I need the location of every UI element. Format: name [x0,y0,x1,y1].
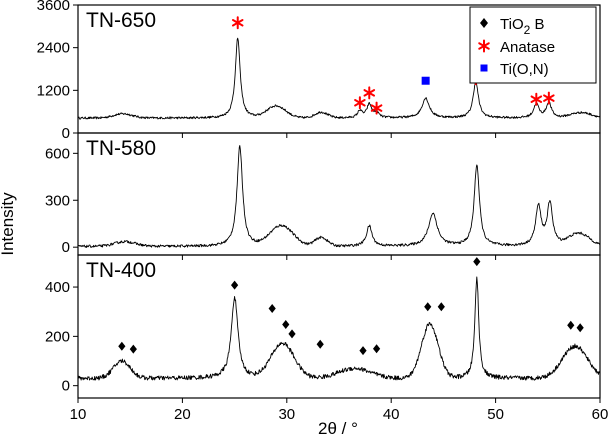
legend-entry-1: Anatase [478,39,555,56]
panel-label-tn-400: TN-400 [86,259,156,282]
legend-square-icon [480,64,488,72]
marker-asterisk-tn-650-1 [354,96,366,110]
marker-diamond-tn-400-4 [282,320,290,330]
y-tick-label: 0 [62,239,70,256]
panel-label-tn-580: TN-580 [86,137,156,160]
panel-tn-400: 0 200 400 10 20 30 40 50 60 TN-400 [45,254,609,423]
marker-diamond-tn-400-3 [268,304,276,314]
legend-asterisk-icon [478,39,490,53]
x-tick-label: 50 [487,406,504,423]
x-tick-label: 40 [383,406,400,423]
marker-diamond-tn-400-13 [576,323,584,333]
y-tick-label: 600 [45,145,70,162]
legend-subscript: 2 [524,23,531,37]
y-tick-label: 3600 [37,0,70,14]
marker-diamond-tn-400-12 [567,320,575,330]
panel-label-tn-650: TN-650 [86,9,156,32]
x-tick-label: 60 [592,406,609,423]
y-tick-label: 400 [45,279,70,296]
x-tick-label: 10 [70,406,87,423]
y-tick-label: 0 [62,378,70,395]
marker-diamond-tn-400-11 [473,257,481,267]
marker-diamond-tn-400-0 [118,341,126,351]
marker-diamond-tn-400-6 [316,339,324,349]
y-tick-label: 2400 [37,40,70,57]
marker-square-tn-650-4 [421,76,430,85]
marker-diamond-tn-400-5 [288,329,296,339]
x-tick-label: 20 [174,406,191,423]
marker-asterisk-tn-650-0 [231,16,244,30]
marker-diamond-tn-400-10 [437,302,445,312]
legend-entry-0: TiO2 B [480,16,544,37]
legend-entry-2: Ti(O,N) [480,61,549,78]
marker-asterisk-tn-650-2 [363,86,376,100]
legend-tail: B [530,16,544,33]
legend-label: TiO2 B [500,16,544,37]
panel-frame [77,132,601,256]
marker-asterisk-tn-650-3 [370,101,383,115]
marker-diamond-tn-400-1 [129,344,137,354]
panel-frame [77,254,601,399]
y-tick-label: 0 [62,125,70,142]
y-axis-label: Intensity [0,192,17,256]
legend-label: Anatase [500,39,555,56]
y-tick-label: 200 [45,328,70,345]
marker-diamond-tn-400-9 [424,302,432,312]
xrd-trace-tn-400 [77,276,601,381]
xrd-trace-tn-580 [77,145,601,248]
marker-asterisk-tn-650-7 [543,91,555,105]
xrd-trace-tn-650 [77,37,601,120]
legend-label: Ti(O,N) [500,61,549,78]
legend: TiO2 B Anatase Ti(O,N) [469,6,597,84]
marker-diamond-tn-400-8 [372,344,381,354]
panel-tn-580: 0 300 600 TN-580 [45,132,601,260]
panel-tn-650: 0 1200 2400 3600 TN-650 [37,0,601,142]
y-tick-label: 1200 [37,82,70,99]
y-tick-label: 300 [45,192,70,209]
marker-diamond-tn-400-2 [231,280,239,290]
marker-asterisk-tn-650-6 [530,92,543,106]
legend-diamond-icon [480,18,488,28]
marker-diamond-tn-400-7 [359,346,367,356]
x-axis-label: 2θ / ° [318,419,358,438]
x-tick-label: 30 [278,406,295,423]
legend-box [469,6,597,84]
